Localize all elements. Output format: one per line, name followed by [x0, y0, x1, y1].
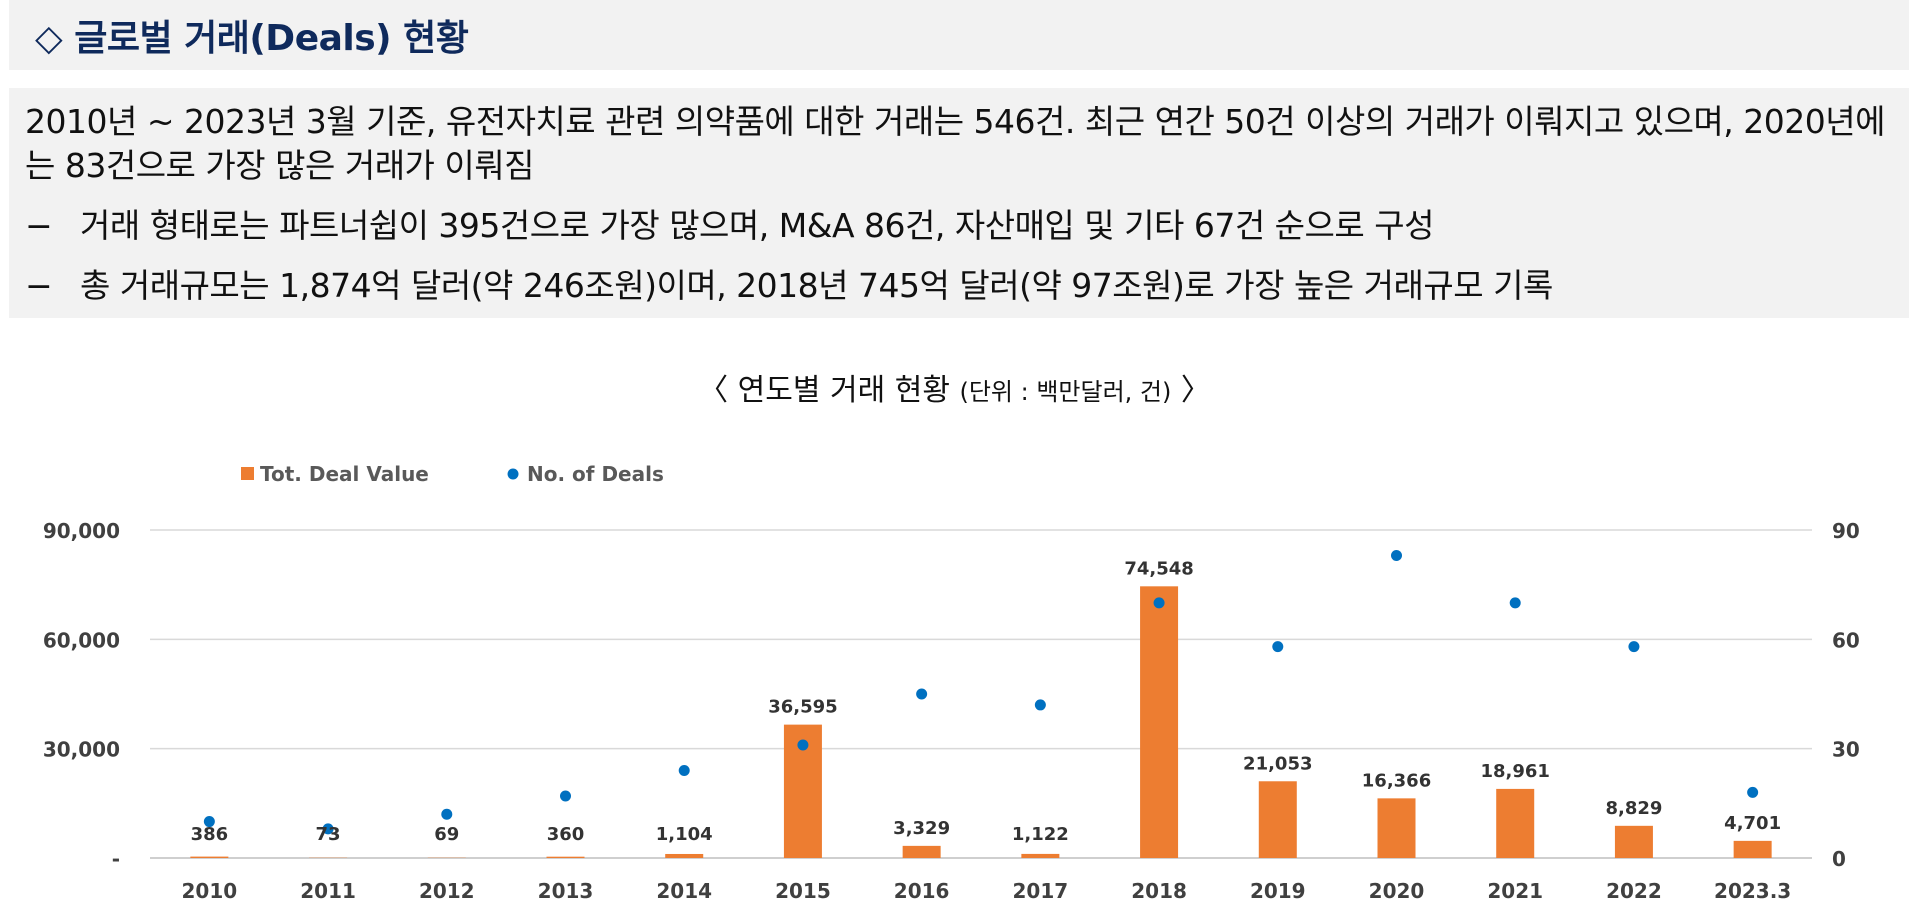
legend-label-bar: Tot. Deal Value [260, 462, 429, 486]
bar [1021, 853, 1060, 858]
chart-gridlines [150, 529, 1812, 859]
chart-bars [190, 586, 1772, 858]
bar [1496, 788, 1535, 858]
bullet-dash: − [25, 206, 53, 245]
legend-label-point: No. of Deals [527, 462, 664, 486]
x-tick-label: 2010 [182, 879, 238, 903]
bar-data-label: 73 [316, 824, 341, 845]
bullet-text: 총 거래규모는 1,874억 달러(약 246조원)이며, 2018년 745억… [80, 266, 1553, 305]
title-bar: ◇ 글로벌 거래(Deals) 현황 [9, 0, 1909, 70]
bullet-text: 거래 형태로는 파트너쉽이 395건으로 가장 많으며, M&A 86건, 자산… [80, 206, 1434, 245]
deal-count-point [203, 816, 215, 828]
bar [546, 856, 585, 858]
bar [190, 856, 229, 858]
x-tick-label: 2017 [1013, 879, 1069, 903]
bar-data-label: 360 [547, 824, 585, 845]
deal-count-point [1509, 597, 1521, 609]
bullet-dash: − [25, 266, 53, 305]
bar-data-label: 69 [434, 824, 459, 845]
chart-data-labels: 386 73 69 360 1,104 36,595 3,329 1,122 74,548 21,… [191, 558, 1782, 845]
y-right-tick-label: 90 [1832, 519, 1860, 543]
deal-count-point [797, 739, 809, 751]
bar [902, 845, 941, 858]
deal-count-point [1272, 641, 1284, 653]
deal-count-point [560, 790, 571, 802]
bar [1140, 586, 1179, 858]
legend-swatch-point [507, 468, 519, 480]
deal-count-point [1034, 699, 1046, 711]
bar-data-label: 3,329 [893, 818, 950, 839]
bar-data-label: 8,829 [1605, 798, 1662, 819]
y-left-tick-label: - [112, 847, 120, 871]
y-left-tick-label: 30,000 [43, 738, 120, 762]
bar-data-label: 21,053 [1243, 753, 1312, 774]
deal-count-point [1153, 597, 1165, 609]
summary-bullet-1: − 거래 형태로는 파트너쉽이 395건으로 가장 많으며, M&A 86건, 자… [25, 204, 1434, 248]
x-tick-label: 2022 [1606, 879, 1662, 903]
bar [665, 853, 704, 858]
x-tick-label: 2011 [300, 879, 356, 903]
bar-data-label: 1,122 [1012, 824, 1069, 845]
x-tick-label: 2015 [775, 879, 831, 903]
bar-data-label: 4,701 [1724, 813, 1781, 834]
chart-title-unit: (단위 : 백만달러, 건) [959, 378, 1172, 406]
page-title: ◇ 글로벌 거래(Deals) 현황 [35, 18, 469, 59]
chart-legend: Tot. Deal Value No. of Deals [241, 462, 664, 486]
x-tick-label: 2018 [1131, 879, 1187, 903]
x-tick-label: 2014 [656, 879, 712, 903]
deal-count-point [1747, 786, 1759, 798]
deal-count-point [441, 808, 453, 820]
x-tick-label: 2019 [1250, 879, 1306, 903]
bar-data-label: 18,961 [1480, 761, 1549, 782]
summary-box: 2010년 ~ 2023년 3월 기준, 유전자치료 관련 의약품에 대한 거래… [9, 88, 1909, 318]
bar-data-label: 1,104 [656, 824, 713, 845]
chart-title-main: 연도별 거래 현황 [737, 373, 950, 408]
bar-data-label: 36,595 [768, 697, 837, 718]
y-left-tick-label: 90,000 [43, 519, 120, 543]
y-right-tick-label: 60 [1832, 628, 1860, 652]
deal-count-point [1628, 641, 1640, 653]
y-right-tick-label: 0 [1832, 847, 1846, 871]
chart-points [203, 550, 1759, 835]
y-right-tick-label: 30 [1832, 738, 1860, 762]
x-tick-label: 2021 [1487, 879, 1543, 903]
bar-data-label: 16,366 [1362, 770, 1431, 791]
chart-title-open-bracket: 〈 [698, 373, 729, 408]
bar [1377, 798, 1416, 858]
bar-data-label: 74,548 [1124, 558, 1193, 579]
bar [1258, 781, 1297, 858]
y-left-tick-label: 60,000 [43, 628, 120, 652]
deal-count-point [322, 823, 334, 835]
bar [1733, 840, 1772, 858]
deal-count-point [678, 765, 690, 777]
chart-title-close-bracket: 〉 [1180, 373, 1211, 408]
chart-title: 〈 연도별 거래 현황 (단위 : 백만달러, 건) 〉 [0, 365, 1909, 409]
summary-main-text: 2010년 ~ 2023년 3월 기준, 유전자치료 관련 의약품에 대한 거래… [25, 102, 1885, 185]
x-tick-label: 2023.3 [1714, 879, 1791, 903]
summary-bullet-2: − 총 거래규모는 1,874억 달러(약 246조원)이며, 2018년 745… [25, 264, 1553, 308]
legend-swatch-bar [241, 467, 254, 480]
bar [1614, 825, 1653, 858]
x-tick-label: 2020 [1369, 879, 1425, 903]
chart-axes: - 30,000 60,000 90,000 0 30 60 90 2010 2011 2012 20… [43, 519, 1860, 903]
deal-count-point [916, 688, 928, 700]
x-tick-label: 2012 [419, 879, 475, 903]
x-tick-label: 2013 [538, 879, 594, 903]
deal-count-point [1391, 550, 1402, 562]
bar-data-label: 386 [191, 824, 229, 845]
x-tick-label: 2016 [894, 879, 950, 903]
